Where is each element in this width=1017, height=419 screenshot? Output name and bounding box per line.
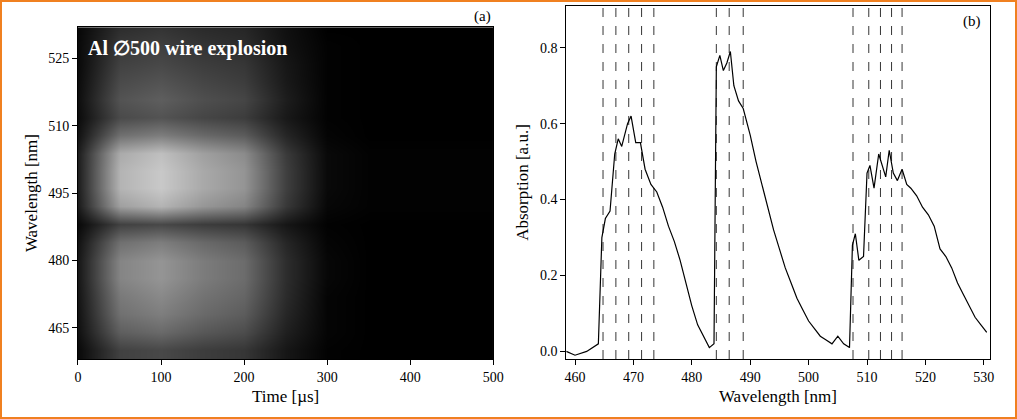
svg-text:490: 490 [740, 370, 761, 385]
svg-text:480: 480 [681, 370, 702, 385]
svg-text:Absorption [a.u.]: Absorption [a.u.] [513, 124, 532, 241]
svg-text:480: 480 [48, 253, 69, 268]
svg-text:100: 100 [151, 370, 172, 385]
svg-text:0.4: 0.4 [540, 192, 558, 207]
svg-text:Wavelength [nm]: Wavelength [nm] [719, 387, 837, 406]
svg-text:0.2: 0.2 [540, 268, 558, 283]
svg-text:525: 525 [48, 51, 69, 66]
svg-text:530: 530 [973, 370, 994, 385]
svg-text:200: 200 [234, 370, 255, 385]
svg-text:0.8: 0.8 [540, 41, 558, 56]
svg-text:0.0: 0.0 [540, 344, 558, 359]
svg-text:510: 510 [48, 119, 69, 134]
svg-text:495: 495 [48, 186, 69, 201]
svg-text:470: 470 [623, 370, 644, 385]
svg-text:510: 510 [857, 370, 878, 385]
svg-text:Wavelength [nm]: Wavelength [nm] [22, 134, 41, 252]
svg-text:465: 465 [48, 321, 69, 336]
svg-text:Time [µs]: Time [µs] [252, 387, 319, 406]
svg-text:300: 300 [317, 370, 338, 385]
svg-text:500: 500 [483, 370, 504, 385]
svg-text:0: 0 [74, 370, 81, 385]
svg-text:400: 400 [400, 370, 421, 385]
svg-text:Al ∅500 wire explosion: Al ∅500 wire explosion [88, 37, 287, 60]
svg-text:0.6: 0.6 [540, 117, 558, 132]
svg-text:(a): (a) [474, 8, 491, 25]
svg-text:520: 520 [915, 370, 936, 385]
svg-text:500: 500 [798, 370, 819, 385]
svg-text:460: 460 [565, 370, 586, 385]
svg-text:(b): (b) [963, 13, 981, 30]
